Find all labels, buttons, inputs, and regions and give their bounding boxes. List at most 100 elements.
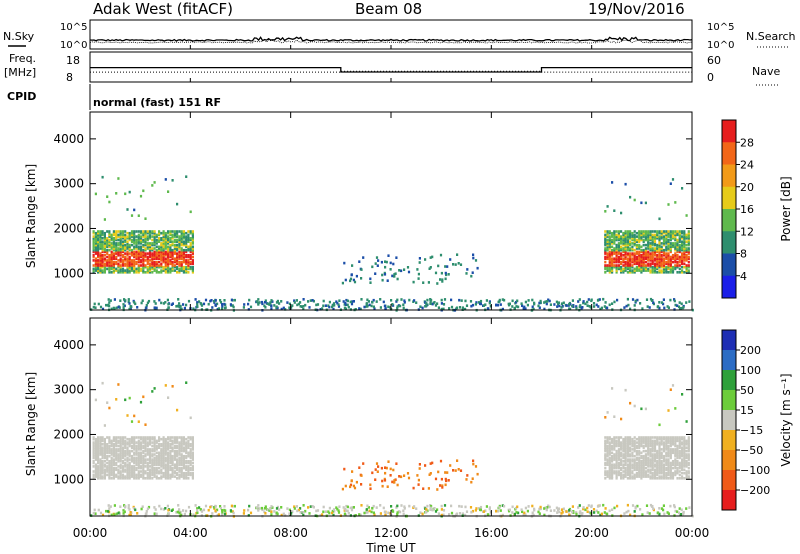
power-cell bbox=[407, 270, 411, 274]
velocity-cell bbox=[108, 473, 111, 477]
power-cell bbox=[653, 269, 657, 272]
power-cell bbox=[650, 299, 654, 302]
power-cell bbox=[653, 238, 657, 242]
power-cell bbox=[191, 267, 194, 271]
power-cell bbox=[153, 181, 156, 184]
velocity-cell bbox=[121, 446, 125, 449]
velocity-cell bbox=[346, 509, 349, 513]
power-cell bbox=[136, 306, 139, 309]
freq-label: Freq. bbox=[9, 52, 36, 65]
power-cell bbox=[144, 238, 147, 242]
power-cell bbox=[422, 281, 425, 284]
power-cell bbox=[345, 303, 348, 306]
power-cell bbox=[185, 175, 188, 178]
power-cell bbox=[538, 306, 541, 309]
power-cell bbox=[622, 248, 625, 252]
power-cell bbox=[128, 255, 131, 259]
velocity-cell bbox=[189, 451, 192, 455]
velocity-cell bbox=[269, 507, 272, 511]
velocity-cell bbox=[358, 513, 361, 516]
velocity-cell bbox=[647, 465, 650, 468]
velocity-cell bbox=[171, 436, 174, 439]
velocity-cell bbox=[662, 458, 666, 461]
velocity-cell bbox=[683, 456, 686, 460]
velocity-cell bbox=[142, 454, 145, 458]
velocity-cell bbox=[620, 446, 623, 449]
power-cell bbox=[425, 302, 428, 305]
velocity-cell bbox=[162, 441, 165, 444]
power-cell bbox=[110, 259, 113, 262]
velocity-cell bbox=[119, 477, 122, 480]
power-cell bbox=[640, 231, 643, 235]
velocity-cell bbox=[142, 446, 145, 449]
velocity-cell bbox=[101, 443, 104, 446]
velocity-cell bbox=[144, 453, 147, 456]
power-cell bbox=[642, 250, 645, 254]
velocity-cell bbox=[108, 406, 111, 410]
velocity-cell bbox=[676, 456, 679, 460]
power-cell bbox=[653, 259, 657, 262]
velocity-cell bbox=[101, 513, 105, 517]
power-cell bbox=[671, 267, 675, 271]
velocity-cell bbox=[112, 463, 115, 466]
velocity-cell bbox=[97, 437, 100, 441]
power-cell bbox=[674, 265, 677, 269]
power-cell bbox=[611, 181, 614, 184]
velocity-cell bbox=[108, 454, 111, 458]
velocity-cell bbox=[674, 454, 677, 458]
velocity-cell bbox=[629, 473, 632, 477]
power-cell bbox=[599, 307, 602, 311]
velocity-cell bbox=[656, 466, 659, 470]
velocity-cell bbox=[142, 444, 145, 448]
velocity-cell bbox=[121, 451, 125, 455]
velocity-cell bbox=[94, 465, 97, 468]
velocity-cell bbox=[671, 441, 675, 444]
power-cell bbox=[108, 254, 111, 257]
power-cell bbox=[324, 304, 327, 307]
velocity-cell bbox=[130, 475, 134, 478]
velocity-cell bbox=[642, 465, 645, 468]
velocity-cell bbox=[685, 420, 688, 423]
power-cell bbox=[167, 257, 170, 260]
velocity-cell bbox=[309, 505, 312, 508]
velocity-cell bbox=[185, 449, 188, 453]
power-cell bbox=[624, 233, 627, 237]
power-cell bbox=[162, 243, 165, 247]
velocity-cell bbox=[94, 468, 97, 472]
power-cell bbox=[115, 233, 118, 237]
velocity-cell bbox=[126, 446, 129, 449]
power-cell bbox=[328, 305, 331, 309]
power-cell bbox=[466, 268, 469, 271]
power-cell bbox=[162, 248, 165, 252]
velocity-cell bbox=[631, 466, 634, 470]
velocity-cell bbox=[360, 504, 363, 507]
velocity-cell bbox=[633, 448, 636, 451]
power-cell bbox=[112, 242, 115, 245]
power-cell bbox=[651, 255, 654, 259]
power-cell bbox=[139, 254, 143, 257]
power-cell bbox=[638, 254, 641, 257]
velocity-cell bbox=[187, 470, 190, 473]
velocity-cell bbox=[658, 475, 661, 478]
velocity-cell bbox=[167, 461, 170, 465]
velocity-cell bbox=[153, 473, 156, 477]
velocity-cell bbox=[160, 453, 163, 456]
power-cell bbox=[293, 301, 296, 304]
velocity-cell bbox=[622, 453, 625, 456]
power-cell bbox=[638, 243, 641, 247]
velocity-cell bbox=[485, 505, 488, 508]
velocity-cell bbox=[158, 444, 161, 448]
velocity-cell bbox=[158, 436, 161, 439]
power-cell bbox=[243, 303, 246, 306]
velocity-cell bbox=[142, 471, 145, 475]
velocity-cell bbox=[162, 473, 165, 477]
power-cell bbox=[354, 308, 357, 311]
velocity-cell bbox=[204, 504, 208, 508]
velocity-cell bbox=[142, 473, 145, 477]
power-cell bbox=[615, 230, 618, 233]
velocity-cell bbox=[128, 466, 131, 470]
power-cell bbox=[151, 243, 154, 247]
power-cell bbox=[128, 260, 131, 264]
velocity-cell bbox=[644, 463, 647, 466]
velocity-cell bbox=[622, 446, 625, 449]
